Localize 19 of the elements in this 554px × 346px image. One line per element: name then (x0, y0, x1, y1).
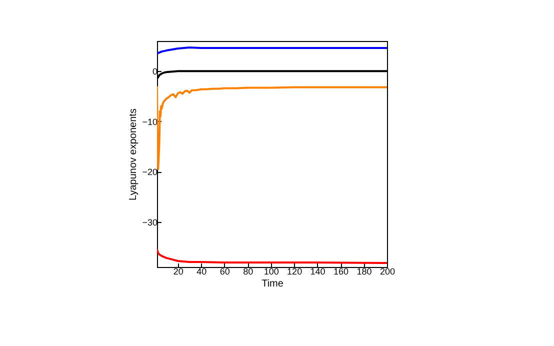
x-tick-label: 60 (220, 266, 230, 276)
line-series (157, 248, 387, 264)
y-tick-label: −30 (142, 217, 158, 228)
x-tick-label: 20 (173, 266, 184, 276)
x-tick-label: 200 (380, 266, 396, 276)
x-tick-label: 180 (356, 266, 372, 276)
y-tick-label: −20 (142, 167, 158, 178)
x-tick-label: 40 (196, 266, 207, 276)
y-tick-label: 0 (152, 66, 158, 77)
x-tick-label: 100 (264, 266, 279, 276)
y-axis-title: Lyapunov exponents (128, 108, 140, 200)
y-tick-label: −10 (142, 116, 158, 127)
x-tick-label: 160 (334, 266, 349, 276)
line-series (157, 46, 387, 55)
line-series (157, 85, 387, 170)
x-tick-label: 140 (310, 266, 326, 276)
x-axis-title: Time (262, 278, 284, 290)
x-tick-label: 120 (287, 266, 302, 276)
x-tick-label: 80 (243, 266, 254, 276)
